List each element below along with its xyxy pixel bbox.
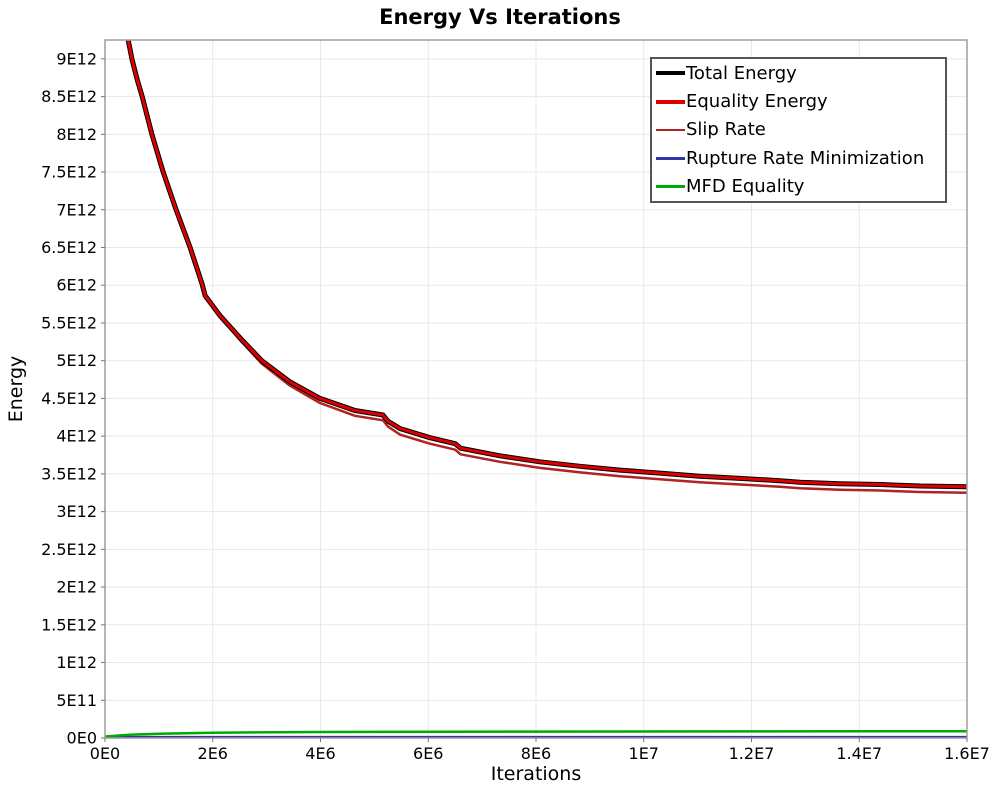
legend-line-swatch-icon bbox=[656, 128, 685, 132]
legend-line-swatch-icon bbox=[656, 71, 685, 76]
legend-item: Total Energy bbox=[656, 59, 945, 87]
series-line-equality-energy bbox=[126, 40, 967, 489]
y-tick-label: 4.5E12 bbox=[41, 389, 97, 408]
y-tick-label: 3.5E12 bbox=[41, 464, 97, 483]
x-tick-label: 2E6 bbox=[198, 744, 228, 763]
legend-item: Equality Energy bbox=[656, 88, 945, 116]
legend-line-swatch-icon bbox=[656, 99, 685, 104]
y-tick-label: 8.5E12 bbox=[41, 87, 97, 106]
y-tick-label: 5E12 bbox=[56, 351, 97, 370]
legend-item-label: Slip Rate bbox=[686, 119, 766, 141]
legend-item: MFD Equality bbox=[656, 173, 945, 201]
x-tick-label: 0E0 bbox=[90, 744, 120, 763]
x-tick-label: 1.2E7 bbox=[729, 744, 775, 763]
y-tick-label: 2.5E12 bbox=[41, 540, 97, 559]
y-tick-label: 1E12 bbox=[56, 653, 97, 672]
x-tick-label: 8E6 bbox=[521, 744, 551, 763]
legend-item-label: Equality Energy bbox=[686, 91, 828, 113]
legend-item-label: MFD Equality bbox=[686, 176, 805, 198]
chart-title: Energy Vs Iterations bbox=[379, 5, 621, 29]
y-tick-label: 8E12 bbox=[56, 125, 97, 144]
y-tick-label: 1.5E12 bbox=[41, 615, 97, 634]
x-axis-title: Iterations bbox=[490, 763, 582, 785]
legend-item-label: Total Energy bbox=[686, 62, 797, 84]
y-tick-label: 3E12 bbox=[56, 502, 97, 521]
legend-item: Rupture Rate Minimization bbox=[656, 144, 945, 172]
x-tick-label: 6E6 bbox=[413, 744, 443, 763]
y-tick-label: 5E11 bbox=[56, 691, 97, 710]
y-tick-label: 7.5E12 bbox=[41, 163, 97, 182]
y-tick-label: 7E12 bbox=[56, 200, 97, 219]
y-tick-label: 6.5E12 bbox=[41, 238, 97, 257]
legend-line-swatch-icon bbox=[656, 185, 685, 188]
y-tick-label: 0E0 bbox=[67, 729, 97, 748]
y-tick-label: 5.5E12 bbox=[41, 313, 97, 332]
legend-item-label: Rupture Rate Minimization bbox=[686, 147, 925, 169]
x-tick-label: 1.4E7 bbox=[836, 744, 882, 763]
y-tick-label: 6E12 bbox=[56, 276, 97, 295]
x-tick-label: 1E7 bbox=[629, 744, 659, 763]
legend-item: Slip Rate bbox=[656, 116, 945, 144]
y-tick-label: 9E12 bbox=[56, 49, 97, 68]
x-tick-label: 1.6E7 bbox=[944, 744, 990, 763]
series-line-mfd-equality bbox=[105, 729, 967, 738]
x-tick-label: 4E6 bbox=[305, 744, 335, 763]
legend: Total Energy Equality Energy Slip Rate Rupt… bbox=[650, 57, 947, 203]
y-tick-label: 4E12 bbox=[56, 427, 97, 446]
legend-line-swatch-icon bbox=[656, 157, 685, 160]
y-tick-label: 2E12 bbox=[56, 578, 97, 597]
